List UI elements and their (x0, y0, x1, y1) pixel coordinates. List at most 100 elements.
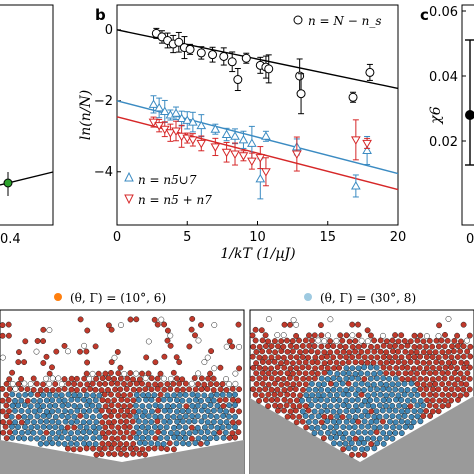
particle (293, 419, 300, 426)
particle (296, 370, 303, 376)
particle (444, 337, 451, 344)
particle (262, 343, 269, 350)
particle (439, 370, 446, 376)
particle (235, 419, 242, 426)
particle (30, 375, 37, 382)
particle (355, 353, 362, 360)
particle (46, 370, 53, 377)
particle (164, 327, 171, 334)
particle (399, 375, 406, 382)
particle (235, 397, 242, 404)
data-point (362, 139, 372, 149)
particle (371, 348, 378, 355)
data-point (291, 150, 302, 160)
data-point (185, 44, 195, 54)
particle (308, 402, 315, 409)
particle (164, 446, 170, 453)
particle (49, 408, 56, 415)
particle (358, 359, 365, 366)
particle (133, 434, 140, 441)
particle (236, 343, 243, 350)
particle (205, 375, 212, 382)
particle (392, 430, 399, 436)
particle (383, 381, 390, 388)
particle (118, 396, 125, 403)
particle (330, 408, 337, 415)
particle (61, 397, 68, 404)
particle (73, 441, 80, 447)
particle (80, 419, 87, 426)
particle (229, 419, 236, 426)
particle (197, 440, 204, 447)
data-point (230, 131, 240, 140)
particle (171, 392, 178, 399)
particle (136, 450, 143, 457)
particle (435, 408, 442, 415)
particle (73, 387, 80, 393)
data-point (348, 92, 358, 102)
particle (404, 386, 411, 393)
particle (127, 434, 134, 441)
particle (262, 386, 269, 393)
particle (253, 380, 260, 387)
particle (376, 435, 383, 442)
particle (324, 376, 331, 382)
particle (252, 337, 259, 344)
particle (334, 403, 341, 410)
particle (93, 407, 100, 414)
particle (68, 375, 75, 382)
particle (302, 370, 309, 377)
data-point (196, 139, 207, 149)
particle (6, 386, 13, 392)
particle (392, 354, 399, 360)
particle (287, 321, 294, 328)
particle (305, 375, 312, 382)
particle (189, 402, 196, 409)
particle (142, 375, 149, 382)
particle (321, 413, 328, 420)
particle (290, 316, 297, 323)
particle (358, 423, 365, 430)
particle (318, 332, 325, 339)
particle (417, 397, 424, 404)
particle (318, 386, 325, 393)
particle (340, 424, 347, 431)
particle (188, 435, 195, 442)
particle (439, 381, 446, 388)
particle (24, 386, 31, 393)
particle (417, 386, 424, 393)
particle (398, 343, 405, 350)
particle (395, 413, 402, 420)
particle (99, 430, 106, 436)
particle (21, 359, 28, 366)
particle (454, 376, 461, 383)
particle (46, 327, 53, 334)
particle (358, 380, 365, 387)
particle (444, 370, 451, 376)
particle (207, 381, 214, 388)
particle (417, 375, 424, 382)
particle (460, 353, 467, 360)
particle (49, 418, 56, 425)
particle (370, 359, 377, 366)
particle (105, 429, 112, 436)
particle (281, 364, 288, 371)
particle (77, 423, 84, 430)
particle (345, 370, 352, 377)
data-point (255, 173, 266, 183)
particle (102, 424, 109, 431)
particle (311, 375, 318, 382)
particle (278, 338, 285, 345)
particle (439, 403, 446, 410)
particle (373, 364, 380, 371)
particle (170, 369, 177, 376)
particle (401, 403, 408, 410)
particle (265, 338, 272, 345)
particle (315, 337, 322, 344)
x-tick-label: 5 (183, 230, 191, 245)
particle (180, 429, 187, 436)
particle (123, 418, 130, 425)
particle (365, 423, 372, 430)
particle (373, 408, 380, 415)
particle (349, 451, 355, 458)
